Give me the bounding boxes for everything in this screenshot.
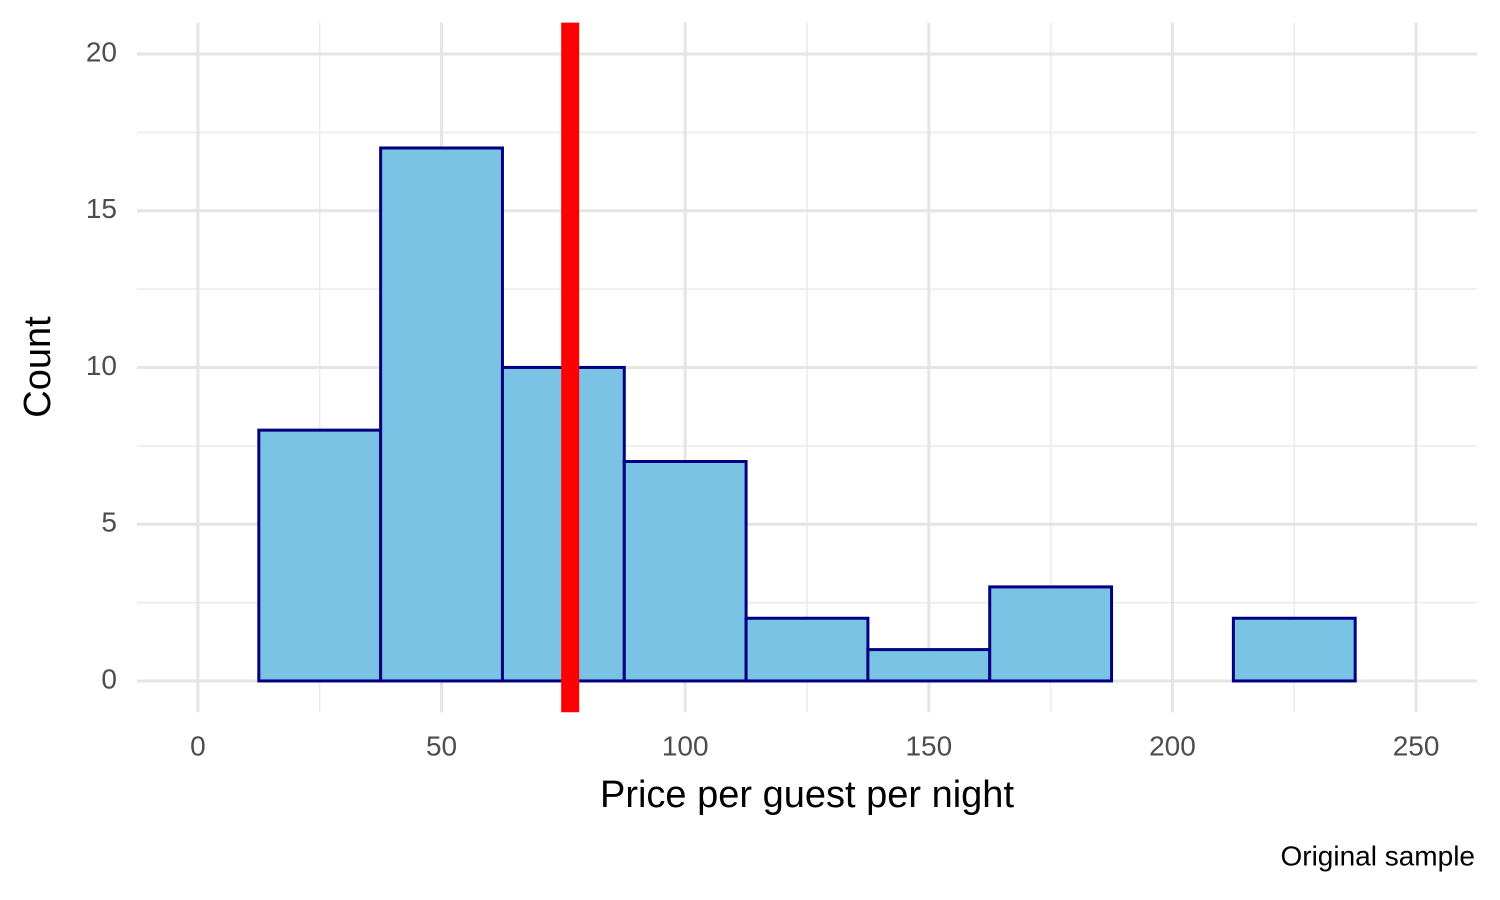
y-tick-label: 10 bbox=[86, 350, 117, 381]
bar bbox=[379, 146, 504, 683]
y-tick-label: 15 bbox=[86, 193, 117, 224]
bar bbox=[744, 616, 870, 683]
y-tick-label: 20 bbox=[86, 36, 117, 67]
x-tick-label: 200 bbox=[1149, 730, 1196, 761]
bar bbox=[622, 460, 748, 683]
y-axis-title: Count bbox=[17, 316, 59, 418]
bar bbox=[988, 585, 1114, 683]
y-tick-label: 0 bbox=[101, 663, 117, 694]
bar bbox=[866, 648, 992, 683]
caption: Original sample bbox=[1280, 840, 1475, 871]
x-tick-label: 0 bbox=[190, 730, 206, 761]
x-tick-label: 100 bbox=[662, 730, 709, 761]
bar bbox=[1231, 616, 1357, 683]
y-tick-label: 5 bbox=[101, 507, 117, 538]
x-tick-label: 250 bbox=[1393, 730, 1440, 761]
x-axis-title: Price per guest per night bbox=[600, 774, 1014, 816]
bar bbox=[257, 428, 383, 683]
x-tick-label: 50 bbox=[426, 730, 457, 761]
x-tick-label: 150 bbox=[905, 730, 952, 761]
